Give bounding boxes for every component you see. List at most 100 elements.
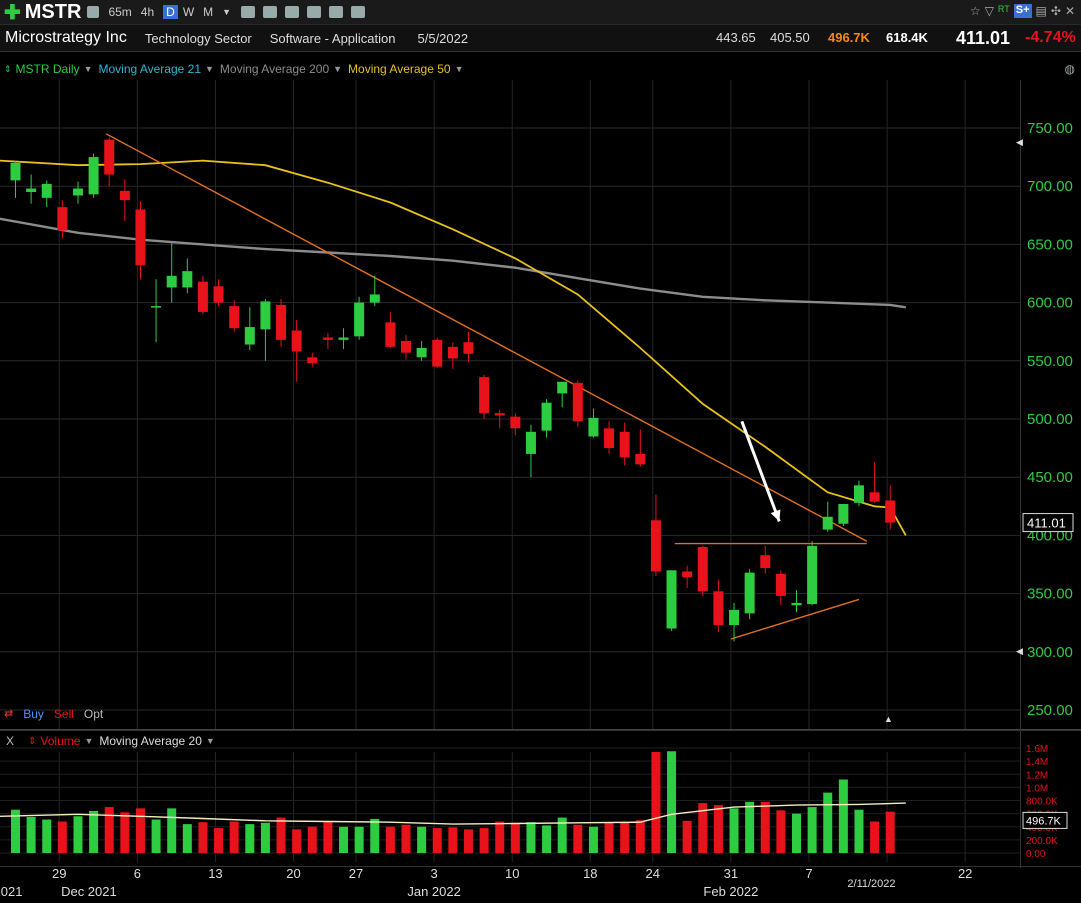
volume-bar xyxy=(667,751,677,853)
candle-body xyxy=(760,555,771,568)
sell-button[interactable]: Sell xyxy=(53,707,74,721)
price-tick-label: 300.00 xyxy=(1027,644,1073,661)
tf-4h[interactable]: 4h xyxy=(140,5,155,19)
ma200-label[interactable]: Moving Average 200 xyxy=(219,62,330,76)
industry-label[interactable]: Software - Application xyxy=(269,30,396,46)
annotations xyxy=(740,420,781,522)
splus-badge[interactable]: S+ xyxy=(1013,4,1032,18)
candle-body xyxy=(650,520,661,572)
low-value: 405.50 xyxy=(770,30,810,45)
indicator-legend: ⇕ MSTR Daily ▼ Moving Average 21 ▼ Movin… xyxy=(0,58,1081,80)
move-icon[interactable]: ✣ xyxy=(1050,4,1061,18)
volume-bar xyxy=(11,809,20,853)
star-icon[interactable]: ☆ xyxy=(969,4,981,18)
volume-bar xyxy=(854,809,864,853)
volume-current-box xyxy=(1022,811,1068,829)
close-icon[interactable]: ✕ xyxy=(1064,4,1075,18)
buy-button[interactable]: Buy xyxy=(23,707,44,721)
candle-body xyxy=(88,157,99,195)
candle-body xyxy=(604,428,615,449)
volume-expand-icon[interactable]: ⇕ xyxy=(28,735,37,747)
price-tick-label: 450.00 xyxy=(1027,469,1073,486)
globe-icon[interactable]: ◍ xyxy=(1064,62,1075,76)
dropdown-icon[interactable]: ▼ xyxy=(454,64,464,74)
add-symbol-icon[interactable]: ✚ xyxy=(4,1,21,24)
x-tick-label: Feb 2022 xyxy=(703,884,758,899)
candle-body xyxy=(588,417,599,437)
volume-bar xyxy=(26,816,36,853)
scroll-up-icon: ▲ xyxy=(884,714,893,724)
symbol-label[interactable]: MSTR xyxy=(24,0,82,23)
volume-bar xyxy=(417,826,427,853)
draw-pen-icon[interactable] xyxy=(307,6,322,18)
opt-button[interactable]: Opt xyxy=(83,707,104,721)
volume-bar xyxy=(620,822,630,853)
volume-bar xyxy=(214,828,224,853)
x-tick-label: 24 xyxy=(646,866,660,881)
candle-body xyxy=(853,485,864,503)
rt-badge[interactable]: RT xyxy=(997,4,1010,14)
candle-body xyxy=(541,402,552,431)
volume-tick-label: 200.0K xyxy=(1026,836,1058,847)
ma50-label[interactable]: Moving Average 50 xyxy=(348,62,451,76)
price-tick-label: 700.00 xyxy=(1027,178,1073,195)
volume-bar xyxy=(604,822,614,853)
candle-body xyxy=(885,500,896,523)
last-price: 411.01 xyxy=(956,28,1011,48)
sector-label[interactable]: Technology Sector xyxy=(144,30,252,46)
dropdown-icon[interactable]: ▼ xyxy=(84,736,94,746)
tf-daily[interactable]: D xyxy=(163,5,178,19)
trade-icon[interactable]: ⇄ xyxy=(4,708,14,720)
volume-bar xyxy=(698,803,708,853)
ind-expand-icon[interactable]: ⇕ xyxy=(4,63,12,74)
dropdown-icon[interactable]: ▼ xyxy=(83,64,93,74)
chart-type-icon[interactable] xyxy=(241,6,256,18)
volume-tick-label: 1.4M xyxy=(1026,757,1048,768)
ma200-line xyxy=(0,217,906,309)
x-tick-label: 10 xyxy=(505,866,519,881)
tf-weekly[interactable]: W xyxy=(182,5,195,19)
tf-dropdown-icon[interactable]: ▼ xyxy=(222,7,232,17)
volume-label[interactable]: Volume xyxy=(40,734,81,748)
volume-bar xyxy=(682,820,692,853)
volume-bar xyxy=(463,829,473,853)
bar-chart-icon[interactable] xyxy=(263,6,278,18)
volume-tick-label: 1.0M xyxy=(1026,783,1048,794)
candle-body xyxy=(72,188,83,196)
tf-monthly[interactable]: M xyxy=(203,5,214,19)
candle-body xyxy=(775,573,786,596)
chart-axes: 750.00 700.00 650.00 600.00 550.00 500.00 450.… xyxy=(0,120,1074,899)
volume-bar xyxy=(760,801,770,853)
save-icon[interactable]: ▤ xyxy=(1035,4,1047,18)
volume-bar xyxy=(635,820,645,853)
x-tick-label: 31 xyxy=(724,866,738,881)
moving-average-lines xyxy=(0,159,907,536)
network-icon[interactable] xyxy=(351,6,366,18)
symbol-daily-label[interactable]: MSTR Daily xyxy=(15,62,80,76)
candle-body xyxy=(166,275,177,288)
symbol-toolbar: ✚ MSTR 65m 4h D W M ▼ ☆ ▽ RT S+ ▤ ✣ ✕ xyxy=(0,0,1081,25)
quote-date: 5/5/2022 xyxy=(417,30,469,46)
close-panel-button[interactable]: X xyxy=(6,734,15,748)
volume-bar xyxy=(370,818,380,853)
calculator-icon[interactable] xyxy=(285,6,300,18)
comment-icon[interactable] xyxy=(329,6,344,18)
dropdown-icon[interactable]: ▼ xyxy=(333,64,343,74)
volume-ma-label[interactable]: Moving Average 20 xyxy=(99,734,202,748)
alert-icon[interactable]: ▽ xyxy=(984,4,994,18)
candle-body xyxy=(635,453,646,465)
share-icon[interactable] xyxy=(87,6,100,18)
tf-65m[interactable]: 65m xyxy=(108,5,132,19)
dropdown-icon[interactable]: ▼ xyxy=(205,736,215,746)
ma21-label[interactable]: Moving Average 21 xyxy=(98,62,201,76)
dropdown-icon[interactable]: ▼ xyxy=(205,64,214,74)
candle-body xyxy=(619,431,630,458)
candle-body xyxy=(807,545,818,605)
price-tick-label: 400.00 xyxy=(1027,527,1073,544)
volume-bars xyxy=(0,751,906,853)
price-tick-label: 250.00 xyxy=(1027,702,1073,719)
volume-bar xyxy=(448,827,458,853)
volume-tick-label: 600.0K xyxy=(1026,810,1058,821)
candle-body xyxy=(557,381,568,394)
